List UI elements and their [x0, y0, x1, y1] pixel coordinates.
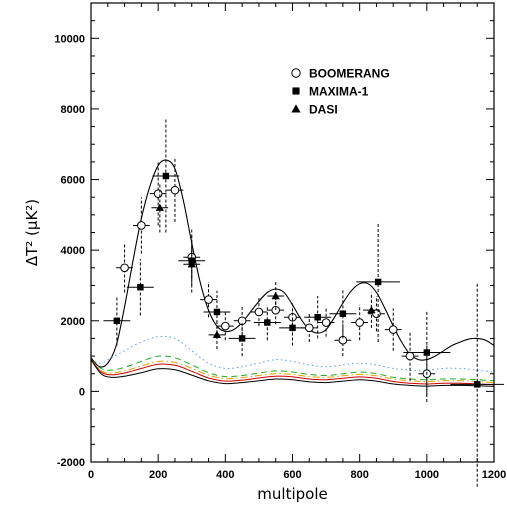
x-tick-label: 200 — [149, 469, 167, 481]
boomerang-marker — [254, 307, 264, 317]
boomerang-marker — [204, 295, 213, 304]
y-tick-label: 8000 — [61, 104, 85, 116]
y-tick-label: 6000 — [61, 175, 85, 187]
dasi-marker — [155, 203, 165, 211]
maxima-marker — [264, 319, 271, 326]
x-tick-label: 1000 — [415, 469, 439, 481]
boomerang-marker — [355, 318, 364, 327]
x-axis-label: multipole — [257, 485, 327, 503]
model-curve — [90, 359, 495, 387]
dasi-marker — [212, 330, 222, 339]
maxima-marker — [423, 349, 431, 356]
model-curve — [90, 355, 495, 382]
x-tick-label: 400 — [216, 469, 234, 481]
maxima-marker — [137, 283, 144, 291]
x-tick-label: 600 — [283, 469, 301, 481]
y-tick-label: 2000 — [61, 316, 85, 328]
legend: BOOMERANG MAXIMA-1 DASI — [291, 67, 390, 117]
data-points — [103, 119, 505, 487]
x-tick-label: 800 — [350, 469, 368, 481]
legend-label: DASI — [309, 103, 338, 117]
model-curve — [90, 359, 495, 384]
maxima-marker — [339, 310, 347, 317]
y-tick-label: 4000 — [61, 245, 85, 257]
maxima-marker — [314, 314, 321, 321]
boomerang-marker — [137, 221, 146, 230]
legend-label: BOOMERANG — [309, 67, 390, 81]
dasi-marker — [271, 291, 280, 300]
boomerang-marker — [405, 351, 415, 361]
maxima-marker — [289, 324, 296, 332]
y-tick-label: 10000 — [54, 33, 85, 45]
boomerang-marker — [321, 318, 331, 327]
axis-ticks: 0 200 400 600 800 1000 1200-200002000400060008… — [54, 2, 506, 481]
legend-label: MAXIMA-1 — [309, 85, 369, 99]
model-curve — [90, 159, 495, 368]
boomerang-marker — [153, 189, 163, 198]
y-tick-label: 0 — [79, 386, 85, 398]
dasi-marker — [187, 260, 196, 268]
y-axis-label: ΔT² (μK²) — [23, 199, 41, 266]
maxima-marker — [162, 172, 170, 180]
x-tick-label: 0 — [88, 469, 94, 481]
maxima-marker — [213, 308, 221, 316]
maxima-marker — [113, 317, 121, 324]
boomerang-marker — [388, 325, 398, 334]
maxima-marker — [374, 278, 382, 286]
boomerang-marker — [120, 263, 129, 273]
boomerang-marker — [304, 323, 314, 333]
boomerang-marker — [170, 185, 180, 195]
model-curve — [90, 335, 495, 373]
boomerang-marker — [291, 68, 301, 78]
maxima-marker — [292, 87, 300, 95]
maxima-marker — [238, 335, 246, 342]
model-curve — [90, 359, 495, 386]
maxima-marker — [473, 381, 481, 388]
x-tick-label: 1200 — [482, 469, 506, 481]
dasi-marker — [291, 104, 301, 113]
dasi-marker — [367, 305, 376, 314]
boomerang-marker — [221, 321, 230, 331]
y-tick-label: -2000 — [57, 457, 85, 469]
